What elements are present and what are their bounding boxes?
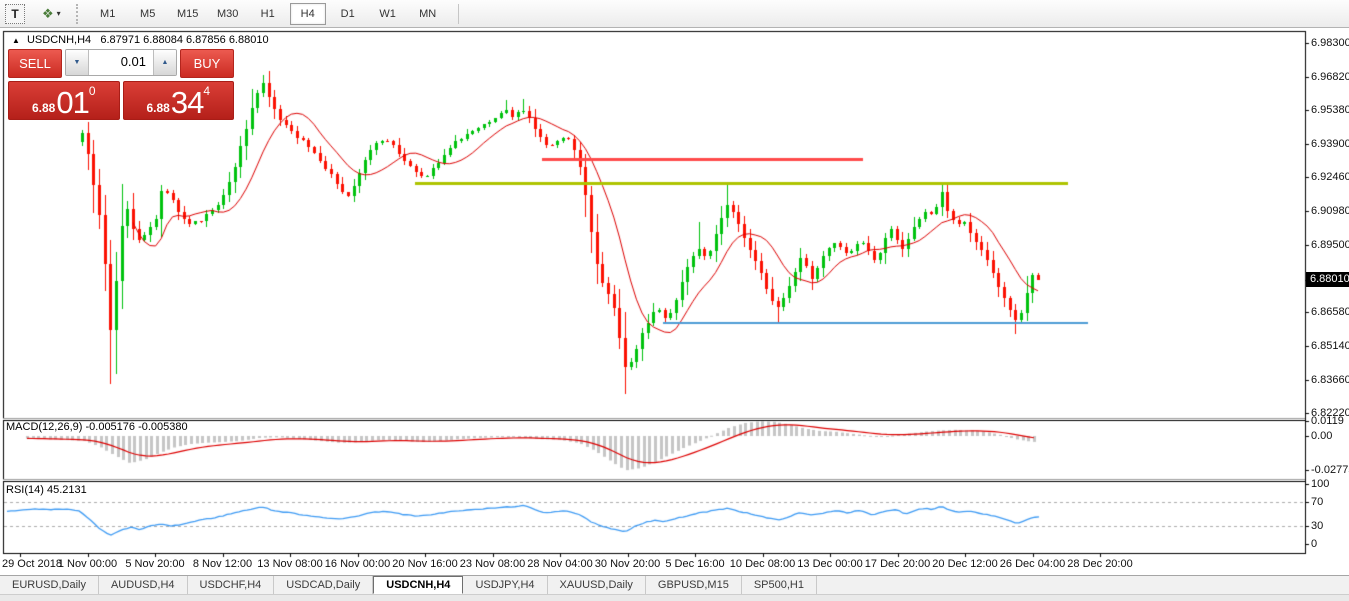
timeframe-button-m15[interactable]: M15 bbox=[176, 7, 199, 20]
time-tick-label: 29 Oct 2018 bbox=[2, 558, 62, 570]
timeframe-button-m30[interactable]: M30 bbox=[216, 7, 239, 20]
price-tick-label: 6.95380 bbox=[1311, 104, 1349, 116]
chart-tab-bar: EURUSD,Daily AUDUSD,H4 USDCHF,H4 USDCAD,Dai… bbox=[0, 575, 1349, 594]
toolbar-separator bbox=[457, 3, 459, 24]
text-tool-icon: T bbox=[11, 6, 19, 21]
buy-button[interactable]: BUY bbox=[180, 49, 234, 78]
timeframe-button-m1[interactable]: M1 bbox=[100, 7, 116, 20]
chart-tab-usdjpy-h4[interactable]: USDJPY,H4 bbox=[463, 576, 548, 594]
text-tool-button[interactable]: T bbox=[5, 3, 25, 24]
time-tick-label: 13 Dec 00:00 bbox=[797, 558, 863, 570]
arrange-windows-button[interactable]: ❖ ▾ bbox=[39, 4, 64, 24]
volume-decrease-button[interactable]: ▼ bbox=[66, 50, 89, 75]
rsi-value: 45.2131 bbox=[46, 484, 87, 496]
time-tick-label: 13 Nov 08:00 bbox=[257, 558, 323, 570]
price-tick-label: 6.89500 bbox=[1311, 239, 1349, 251]
sell-button[interactable]: SELL bbox=[8, 49, 62, 78]
one-click-trade-panel: SELL ▼ 0.01 ▲ BUY 6.88 01 0 6. bbox=[8, 49, 234, 120]
price-tick-label: 6.98300 bbox=[1311, 37, 1349, 49]
buy-button-label: BUY bbox=[193, 56, 221, 71]
chart-title: ▲ USDCNH,H4 6.87971 6.88084 6.87856 6.88… bbox=[12, 34, 269, 46]
chart-tab-usdcnh-h4[interactable]: USDCNH,H4 bbox=[373, 576, 464, 594]
chart-tab-xauusd-daily[interactable]: XAUUSD,Daily bbox=[548, 576, 646, 594]
sell-button-label: SELL bbox=[19, 56, 51, 71]
bid-prefix: 6.88 bbox=[31, 101, 56, 115]
toolbar: T ❖ ▾ M1 M5 M15 M30 H1 H4 D1 W1 MN bbox=[0, 0, 1349, 28]
price-tick-label: 6.85140 bbox=[1311, 340, 1349, 352]
timeframe-group: M1 M5 M15 M30 H1 H4 D1 W1 MN bbox=[88, 2, 448, 25]
price-tick-label: 6.92460 bbox=[1311, 171, 1349, 183]
macd-values: -0.005176 -0.005380 bbox=[85, 421, 188, 433]
collapse-icon[interactable]: ▲ bbox=[12, 36, 20, 45]
rsi-tick-label: 30 bbox=[1311, 520, 1324, 532]
time-tick-label: 5 Dec 16:00 bbox=[665, 558, 725, 570]
time-tick-label: 28 Dec 20:00 bbox=[1067, 558, 1133, 570]
spinner-down-icon: ▼ bbox=[73, 59, 81, 66]
spinner-up-icon: ▲ bbox=[161, 59, 169, 66]
time-tick-label: 28 Nov 04:00 bbox=[527, 558, 593, 570]
chart-tab-gbpusd-m15[interactable]: GBPUSD,M15 bbox=[646, 576, 742, 594]
price-tick-label: 6.86580 bbox=[1311, 306, 1349, 318]
time-tick-label: 20 Dec 12:00 bbox=[932, 558, 998, 570]
rsi-name: RSI(14) bbox=[6, 484, 44, 496]
rsi-tick-label: 70 bbox=[1311, 496, 1324, 508]
chart-tab-audusd-h4[interactable]: AUDUSD,H4 bbox=[99, 576, 188, 594]
ohlc-quote-label: 6.87971 6.88084 6.87856 6.88010 bbox=[100, 34, 269, 46]
volume-increase-button[interactable]: ▲ bbox=[153, 50, 176, 75]
chevron-down-icon: ▾ bbox=[56, 9, 61, 18]
timeframe-button-h1[interactable]: H1 bbox=[260, 7, 275, 20]
macd-indicator-label: MACD(12,26,9) -0.005176 -0.005380 bbox=[6, 421, 188, 433]
chart-tab-usdchf-h4[interactable]: USDCHF,H4 bbox=[188, 576, 275, 594]
price-tick-label: 6.96820 bbox=[1311, 71, 1349, 83]
bottom-scroll-strip[interactable] bbox=[0, 594, 1349, 601]
bid-sup-digit: 0 bbox=[88, 84, 96, 98]
time-tick-label: 26 Dec 04:00 bbox=[999, 558, 1066, 570]
volume-input[interactable]: 0.01 bbox=[120, 54, 146, 69]
timeframe-button-d1[interactable]: D1 bbox=[340, 7, 355, 20]
rsi-tick-label: 0 bbox=[1311, 538, 1318, 550]
macd-tick-label: 0.0119 bbox=[1311, 415, 1344, 427]
macd-name: MACD(12,26,9) bbox=[6, 421, 83, 433]
price-tick-label: 6.82220 bbox=[1311, 407, 1349, 419]
time-tick-label: 1 Nov 00:00 bbox=[57, 558, 118, 570]
arrange-windows-icon: ❖ bbox=[42, 5, 54, 21]
rsi-tick-label: 100 bbox=[1311, 478, 1330, 490]
bid-big-digits: 01 bbox=[56, 85, 89, 120]
current-price-tag: 6.88010 bbox=[1306, 272, 1349, 287]
price-tick-label: 6.90980 bbox=[1311, 205, 1349, 217]
time-tick-label: 10 Dec 08:00 bbox=[729, 558, 796, 570]
volume-stepper: ▼ 0.01 ▲ bbox=[65, 49, 177, 76]
chart-tab-eurusd-daily[interactable]: EURUSD,Daily bbox=[0, 576, 99, 594]
rsi-indicator-label: RSI(14) 45.2131 bbox=[6, 484, 87, 496]
time-tick-label: 23 Nov 08:00 bbox=[459, 558, 526, 570]
time-tick-label: 16 Nov 00:00 bbox=[324, 558, 391, 570]
price-tick-label: 6.93900 bbox=[1311, 138, 1349, 150]
ask-sup-digit: 4 bbox=[203, 84, 211, 98]
timeframe-button-h4[interactable]: H4 bbox=[289, 2, 326, 25]
toolbar-grip[interactable] bbox=[75, 3, 78, 24]
time-tick-label: 20 Nov 16:00 bbox=[392, 558, 458, 570]
chart-tab-usdcad-daily[interactable]: USDCAD,Daily bbox=[274, 576, 374, 594]
timeframe-button-w1[interactable]: W1 bbox=[379, 7, 396, 20]
timeframe-button-mn[interactable]: MN bbox=[419, 7, 437, 20]
time-tick-label: 17 Dec 20:00 bbox=[864, 558, 931, 570]
ask-prefix: 6.88 bbox=[146, 101, 170, 115]
time-tick-label: 8 Nov 12:00 bbox=[192, 558, 253, 570]
ask-big-digits: 34 bbox=[170, 85, 204, 120]
ask-price-display[interactable]: 6.88 34 4 bbox=[122, 81, 234, 120]
timeframe-button-m5[interactable]: M5 bbox=[140, 7, 156, 20]
macd-tick-label: -0.027754 bbox=[1311, 464, 1349, 476]
macd-tick-label: 0.00 bbox=[1311, 430, 1333, 442]
chart-tab-sp500-h1[interactable]: SP500,H1 bbox=[742, 576, 817, 594]
price-tick-label: 6.83660 bbox=[1311, 374, 1349, 386]
time-tick-label: 30 Nov 20:00 bbox=[594, 558, 661, 570]
time-tick-label: 5 Nov 20:00 bbox=[125, 558, 185, 570]
bid-price-display[interactable]: 6.88 01 0 bbox=[8, 81, 120, 120]
symbol-period-label: USDCNH,H4 bbox=[26, 34, 92, 46]
